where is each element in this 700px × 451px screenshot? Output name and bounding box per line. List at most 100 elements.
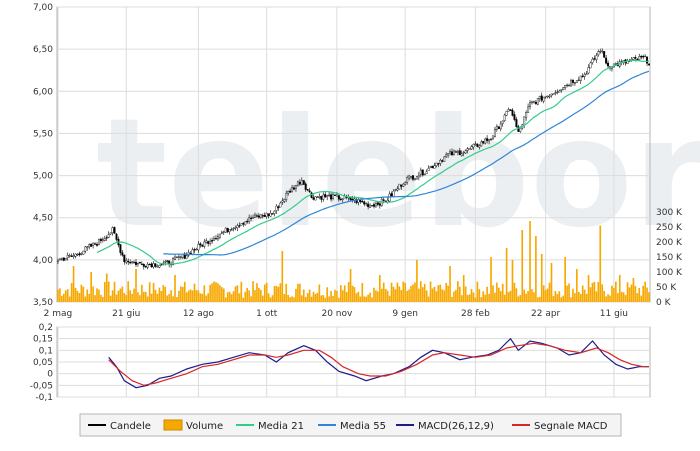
candle-body bbox=[218, 233, 221, 238]
volume-bar bbox=[205, 295, 208, 302]
candle-body bbox=[449, 151, 452, 154]
candle bbox=[246, 218, 249, 224]
candle-body bbox=[255, 215, 258, 217]
candle-body bbox=[636, 58, 639, 61]
volume-bar bbox=[74, 287, 77, 302]
candle bbox=[138, 261, 141, 264]
volume-bar bbox=[480, 297, 483, 302]
volume-tick-label: 300 K bbox=[656, 208, 683, 218]
candle-body bbox=[209, 240, 212, 244]
candle-body bbox=[556, 91, 559, 94]
candle-body bbox=[437, 163, 440, 165]
volume-bar bbox=[453, 291, 455, 302]
candle bbox=[158, 264, 161, 269]
candle-body bbox=[287, 191, 290, 194]
candle bbox=[328, 191, 331, 197]
volume-bar bbox=[119, 288, 122, 302]
candle bbox=[257, 212, 260, 219]
volume-bar bbox=[616, 293, 619, 302]
volume-bar bbox=[624, 295, 627, 302]
volume-bar bbox=[265, 282, 268, 302]
volume-bar bbox=[431, 288, 434, 302]
volume-bar bbox=[316, 292, 319, 302]
candle bbox=[337, 194, 340, 202]
volume-bar bbox=[84, 296, 87, 302]
volume-bar bbox=[131, 293, 133, 302]
volume-bar bbox=[267, 293, 270, 302]
candle-body bbox=[265, 212, 268, 217]
volume-bar bbox=[244, 291, 247, 302]
candle bbox=[320, 195, 323, 203]
candle bbox=[76, 253, 79, 257]
volume-bar bbox=[478, 289, 481, 302]
candle-body bbox=[427, 167, 430, 171]
candle bbox=[244, 221, 247, 226]
volume-bar bbox=[589, 287, 592, 302]
candle-body bbox=[341, 198, 344, 200]
volume-bar bbox=[382, 282, 385, 302]
candle-body bbox=[277, 206, 280, 209]
candle-body bbox=[158, 265, 161, 268]
candle bbox=[460, 150, 463, 157]
candle bbox=[583, 72, 586, 80]
candle-body bbox=[478, 145, 481, 148]
volume-bar bbox=[109, 295, 112, 302]
candle bbox=[197, 241, 200, 253]
candle-body bbox=[371, 205, 374, 207]
volume-bar bbox=[529, 221, 531, 302]
candle-body bbox=[228, 229, 231, 232]
candle-body bbox=[646, 56, 649, 64]
volume-bar bbox=[156, 293, 159, 302]
candle bbox=[566, 83, 569, 88]
candle-body bbox=[505, 110, 508, 116]
volume-bar bbox=[474, 297, 477, 302]
candle-body bbox=[589, 62, 592, 69]
x-tick-label: 1 ott bbox=[256, 309, 278, 319]
candle bbox=[570, 78, 572, 87]
candle bbox=[443, 155, 446, 162]
candle bbox=[119, 244, 122, 256]
volume-bar bbox=[152, 282, 155, 302]
candle bbox=[267, 213, 270, 219]
candle-body bbox=[199, 243, 202, 246]
candle bbox=[94, 242, 97, 245]
candle-body bbox=[476, 144, 479, 147]
volume-bar bbox=[189, 289, 192, 302]
candle bbox=[540, 92, 543, 103]
candle-body bbox=[123, 254, 126, 263]
candle bbox=[232, 227, 235, 232]
volume-bar bbox=[562, 295, 565, 302]
candle-body bbox=[316, 196, 319, 198]
volume-bar bbox=[601, 284, 604, 302]
candle bbox=[412, 175, 414, 182]
price-tick-label: 6,00 bbox=[33, 87, 53, 97]
volume-bar bbox=[615, 281, 617, 302]
price-tick-label: 5,50 bbox=[33, 129, 53, 139]
volume-bar bbox=[505, 248, 508, 302]
candle-body bbox=[513, 114, 516, 120]
candle bbox=[302, 180, 305, 186]
candle bbox=[88, 243, 91, 250]
volume-bar bbox=[445, 282, 447, 302]
volume-bar bbox=[497, 287, 500, 302]
volume-bar bbox=[414, 282, 416, 302]
candle-body bbox=[433, 165, 436, 169]
volume-bar bbox=[306, 293, 309, 302]
candle-body bbox=[382, 199, 385, 201]
volume-bar bbox=[581, 285, 584, 302]
candle bbox=[156, 264, 159, 268]
candle-body bbox=[402, 183, 405, 187]
volume-bar bbox=[521, 230, 524, 302]
candle-body bbox=[254, 214, 256, 218]
legend-label: Segnale MACD bbox=[534, 421, 608, 432]
candle-body bbox=[511, 109, 514, 116]
candle-body bbox=[203, 241, 206, 247]
volume-bar bbox=[98, 289, 100, 302]
candle-body bbox=[493, 129, 496, 137]
candle bbox=[603, 51, 606, 58]
candle-body bbox=[614, 63, 617, 65]
candle-body bbox=[201, 244, 204, 247]
volume-bar bbox=[421, 287, 424, 302]
candle bbox=[378, 201, 381, 209]
candle bbox=[486, 135, 489, 144]
